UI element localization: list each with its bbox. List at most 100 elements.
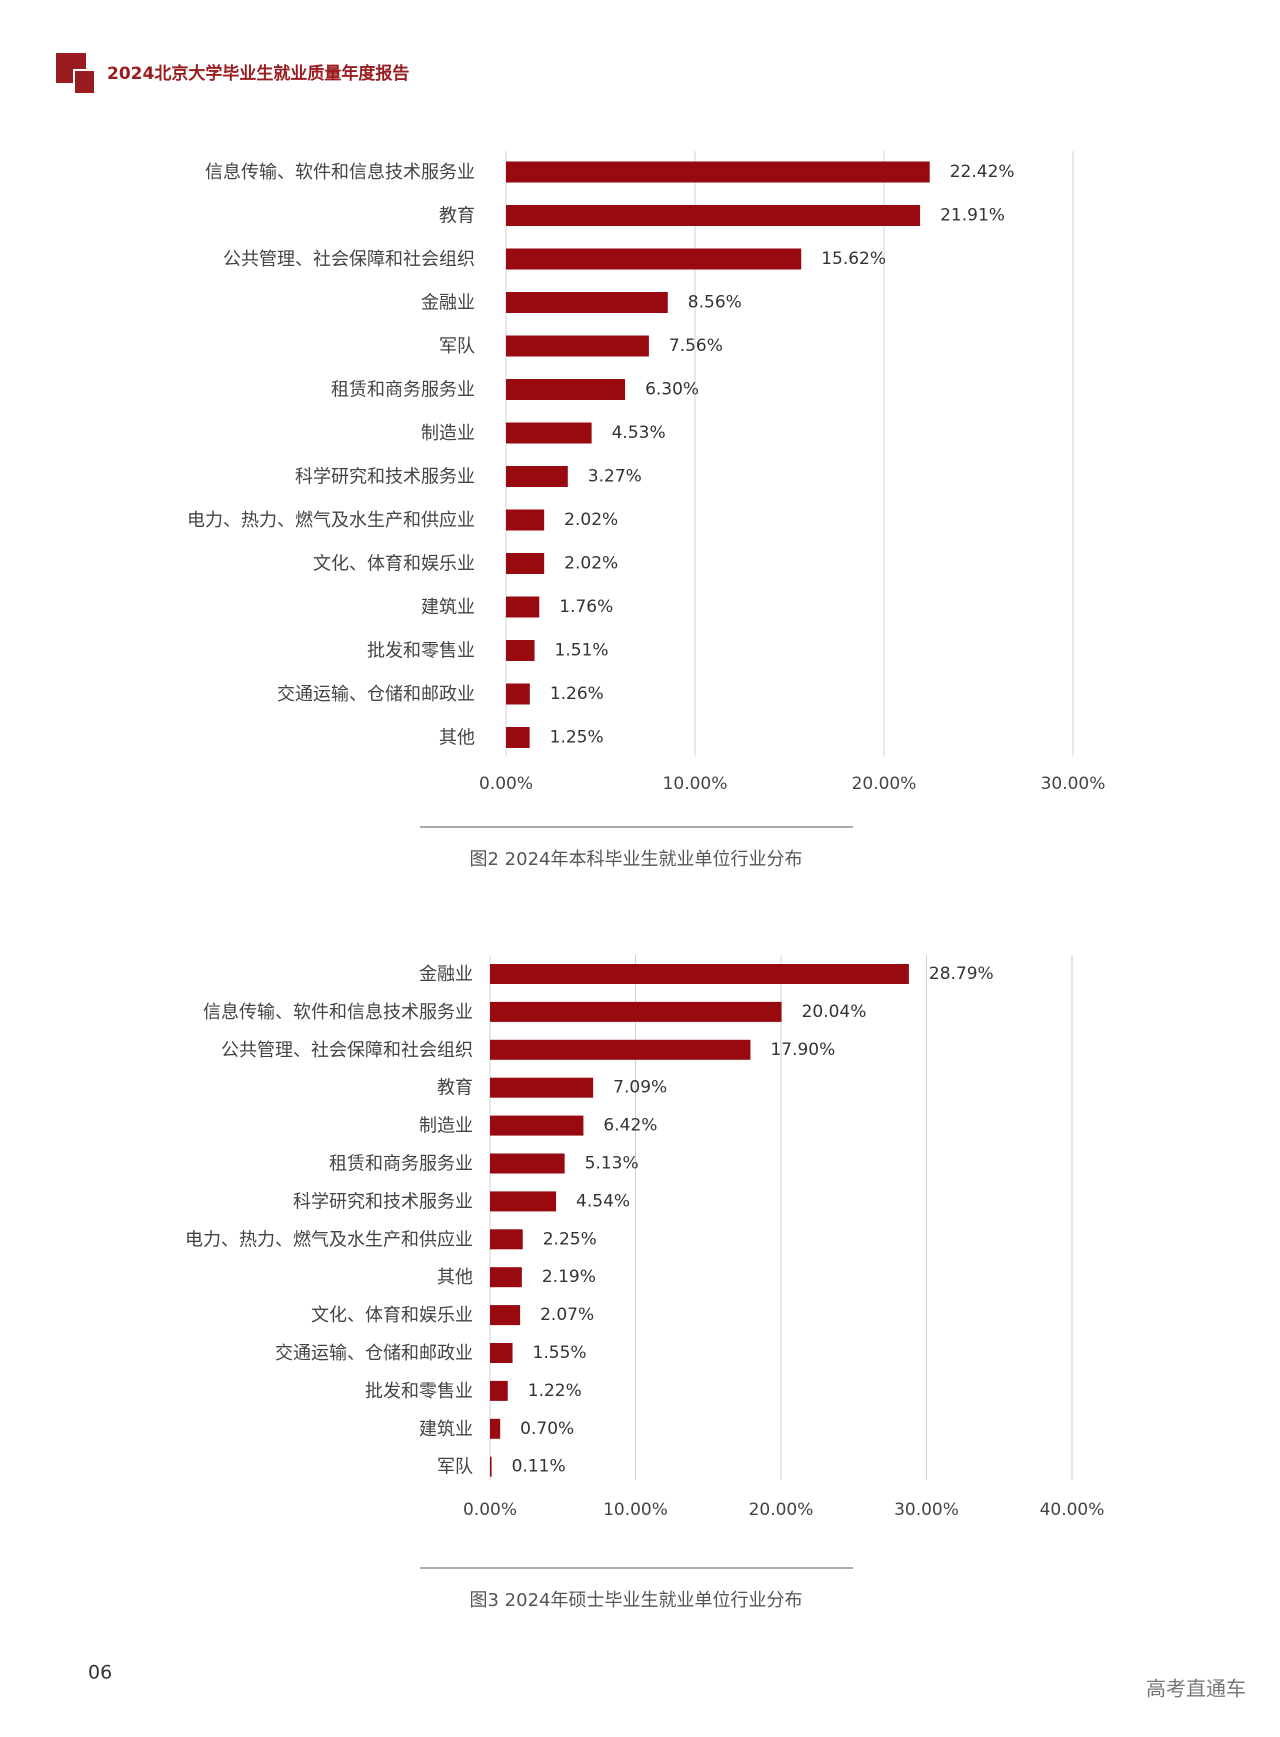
category-label: 批发和零售业 [365, 1381, 473, 1402]
bar [506, 727, 530, 748]
category-label: 交通运输、仓储和邮政业 [275, 1343, 473, 1364]
category-label: 教育 [439, 206, 475, 227]
bar [490, 1077, 594, 1098]
category-label: 金融业 [421, 293, 475, 314]
bar [506, 596, 540, 618]
category-label: 信息传输、软件和信息技术服务业 [203, 1002, 473, 1023]
bar [490, 1305, 521, 1326]
x-tick-label: 0.00% [463, 1500, 517, 1520]
bar [490, 1418, 501, 1439]
category-label: 文化、体育和娱乐业 [313, 554, 475, 575]
caption: 图3 2024年硕士毕业生就业单位行业分布 [470, 1590, 803, 1611]
bar [490, 1115, 584, 1136]
category-label: 建筑业 [421, 597, 475, 618]
x-tick-label: 0.00% [479, 774, 533, 794]
x-tick-label: 30.00% [1041, 774, 1106, 794]
bar [490, 1039, 751, 1060]
value-label: 3.27% [588, 467, 642, 487]
bar [490, 1267, 522, 1288]
x-tick-label: 20.00% [749, 1500, 814, 1520]
x-tick-label: 30.00% [894, 1500, 959, 1520]
category-label: 其他 [439, 728, 475, 749]
category-label: 军队 [439, 336, 475, 357]
bar [490, 1380, 508, 1401]
value-label: 20.04% [802, 1002, 867, 1022]
value-label: 17.90% [770, 1040, 835, 1060]
category-label: 电力、热力、燃气及水生产和供应业 [185, 1229, 473, 1250]
bar [490, 1229, 523, 1250]
bar [506, 248, 802, 270]
value-label: 6.30% [645, 380, 699, 400]
bar [490, 1191, 557, 1212]
value-label: 15.62% [821, 249, 886, 269]
value-label: 22.42% [950, 162, 1015, 182]
bar [506, 683, 530, 705]
value-label: 2.02% [564, 554, 618, 574]
value-label: 21.91% [940, 206, 1005, 226]
category-label: 信息传输、软件和信息技术服务业 [205, 162, 475, 183]
bar [490, 964, 909, 984]
category-label: 文化、体育和娱乐业 [311, 1305, 473, 1326]
value-label: 1.25% [550, 728, 604, 748]
x-tick-label: 20.00% [852, 774, 917, 794]
value-label: 6.42% [603, 1116, 657, 1136]
value-label: 2.25% [543, 1229, 597, 1249]
value-label: 0.11% [512, 1457, 566, 1477]
value-label: 1.51% [555, 641, 609, 661]
category-label: 教育 [437, 1078, 473, 1099]
bar [506, 553, 545, 574]
bar [506, 640, 535, 661]
value-label: 1.26% [550, 684, 604, 704]
value-label: 1.76% [559, 597, 613, 617]
bar [506, 161, 930, 183]
value-label: 7.56% [669, 336, 723, 356]
category-label: 交通运输、仓储和邮政业 [277, 684, 475, 705]
value-label: 1.22% [528, 1381, 582, 1401]
value-label: 8.56% [688, 293, 742, 313]
category-label: 其他 [437, 1267, 473, 1288]
value-label: 5.13% [585, 1154, 639, 1174]
category-label: 金融业 [419, 964, 473, 985]
value-label: 2.02% [564, 510, 618, 530]
value-label: 7.09% [613, 1078, 667, 1098]
value-label: 2.07% [540, 1305, 594, 1325]
value-label: 1.55% [533, 1343, 587, 1363]
category-label: 科学研究和技术服务业 [295, 467, 475, 488]
category-label: 建筑业 [419, 1419, 473, 1440]
category-label: 制造业 [419, 1116, 473, 1137]
x-tick-label: 40.00% [1040, 1500, 1105, 1520]
bar [506, 466, 568, 487]
bar [506, 292, 668, 313]
value-label: 4.54% [576, 1191, 630, 1211]
value-label: 2.19% [542, 1267, 596, 1287]
category-label: 租赁和商务服务业 [329, 1154, 473, 1175]
bar [490, 1456, 492, 1477]
value-label: 0.70% [520, 1419, 574, 1439]
category-label: 制造业 [421, 423, 475, 444]
header-title: 2024北京大学毕业生就业质量年度报告 [107, 63, 409, 84]
bar [506, 205, 921, 226]
bar [506, 509, 545, 531]
category-label: 公共管理、社会保障和社会组织 [221, 1040, 473, 1061]
category-label: 公共管理、社会保障和社会组织 [223, 249, 475, 270]
bar [490, 1153, 565, 1174]
category-label: 电力、热力、燃气及水生产和供应业 [187, 510, 475, 531]
category-label: 科学研究和技术服务业 [293, 1191, 473, 1212]
watermark: 高考直通车 [1146, 1677, 1246, 1701]
category-label: 批发和零售业 [367, 641, 475, 662]
page-number: 06 [88, 1662, 112, 1684]
caption: 图2 2024年本科毕业生就业单位行业分布 [470, 849, 803, 870]
category-label: 租赁和商务服务业 [331, 380, 475, 401]
category-label: 军队 [437, 1457, 473, 1478]
bar [506, 379, 626, 400]
bar [490, 1343, 513, 1363]
x-tick-label: 10.00% [663, 774, 728, 794]
bar [490, 1001, 782, 1022]
value-label: 4.53% [612, 423, 666, 443]
bar [506, 335, 649, 357]
logo-square [73, 69, 96, 95]
value-label: 28.79% [929, 964, 994, 984]
x-tick-label: 10.00% [603, 1500, 668, 1520]
bar [506, 422, 592, 444]
